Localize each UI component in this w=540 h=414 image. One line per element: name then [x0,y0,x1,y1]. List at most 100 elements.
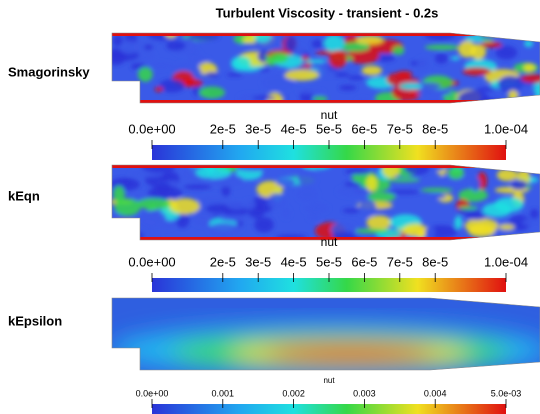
vortex [226,202,246,210]
panel-label: kEqn [8,188,40,203]
vortex [329,51,347,68]
vortex [397,71,413,77]
vortex [315,202,323,207]
vortex [196,166,231,179]
tick-label: 0.001 [212,388,235,398]
vortex [282,208,291,219]
vortex [154,182,171,196]
vortex [197,196,232,204]
colorbar-title: nut [321,235,338,249]
vortex [366,175,377,192]
panel-label: Smagorinsky [8,64,90,79]
vortex [430,194,446,199]
vortex [231,56,251,71]
tick-label: 2e-5 [210,254,236,269]
vortex [144,44,153,50]
vortex [266,92,283,107]
vortex [112,230,144,242]
vortex [510,180,528,190]
vortex [337,186,371,197]
tick-label: 1.0e-04 [484,121,528,136]
flow-field [110,298,540,376]
tick-label: 3e-5 [245,254,271,269]
tick-label: 0.003 [353,388,376,398]
vortex [459,206,478,210]
tick-label: 7e-5 [387,121,413,136]
vortex [496,46,518,60]
vortex [468,224,495,237]
vortex [354,228,390,233]
vortex [267,193,286,209]
vortex [284,70,319,81]
vortex [166,41,186,51]
vortex [252,96,275,100]
panel-label: kEpsilon [8,313,62,328]
vortex [480,29,495,42]
vortex [183,184,211,189]
vortex [382,161,400,179]
tick-label: 5e-5 [316,121,342,136]
vortex [119,41,138,55]
vortex [339,85,356,91]
tick-label: 4e-5 [281,254,307,269]
vortex [297,90,325,95]
tick-label: 6e-5 [351,254,377,269]
vortex [435,53,448,64]
vortex [393,46,405,55]
tick-label: 0.0e+00 [128,254,175,269]
vortex [462,67,490,75]
vortex [523,63,535,72]
vortex [427,226,435,237]
vortex [169,198,200,214]
vortex [458,90,490,107]
tick-label: 0.002 [282,388,305,398]
vortex [533,96,540,105]
vortex [359,199,377,217]
vortex [103,89,130,99]
vortex [285,36,296,53]
vortex [480,42,502,48]
vortex [420,188,453,192]
vortex [499,224,515,230]
vortex [348,75,365,80]
vortex [494,197,523,212]
colorbar [152,404,506,414]
vortex [206,72,219,78]
vortex [425,45,460,50]
tick-label: 5.0e-03 [491,388,522,398]
vortex [388,190,421,195]
colorbar-title: nut [321,108,338,122]
colorbar-title: nut [323,376,335,385]
vortex [312,40,323,49]
vortex [121,178,130,184]
tick-label: 2e-5 [210,121,236,136]
vortex [269,52,288,63]
flow-field [107,159,540,247]
vortex [498,76,523,93]
flow-field [103,26,540,108]
vortex [114,198,140,216]
tick-label: 0.0e+00 [128,121,175,136]
vortex [138,67,153,82]
vortex [199,86,225,98]
vortex [345,168,371,174]
figure-title: Turbulent Viscosity - transient - 0.2s [216,5,439,20]
tick-label: 6e-5 [351,121,377,136]
vortex [324,34,344,52]
vortex [308,214,321,221]
vortex [113,220,137,224]
vortex [276,178,296,187]
vortex [219,215,253,222]
vortex [366,215,391,229]
vortex [117,95,136,100]
vortex [399,83,423,90]
tick-label: 1.0e-04 [484,254,528,269]
vortex [417,57,430,72]
vortex [477,87,496,91]
vortex [530,209,539,219]
vortex [356,35,384,44]
vortex [448,167,464,179]
tick-label: 0.004 [424,388,447,398]
vortex [227,73,243,77]
tick-label: 4e-5 [281,121,307,136]
